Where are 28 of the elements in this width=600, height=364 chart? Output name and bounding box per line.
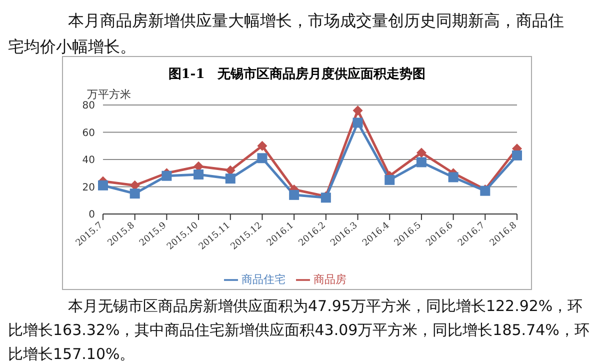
point	[130, 188, 140, 199]
chart-title: 图1-1 无锡市区商品房月度供应面积走势图	[167, 66, 427, 83]
point	[289, 190, 300, 200]
point	[352, 118, 363, 128]
point	[162, 170, 172, 181]
y-tick-label: 20	[82, 182, 95, 194]
legend-label: 商品房	[314, 273, 346, 286]
point	[384, 174, 395, 185]
y-tick-label: 60	[82, 128, 95, 139]
point	[257, 140, 268, 151]
y-tick-label: 0	[88, 210, 95, 221]
point	[512, 150, 522, 160]
point	[352, 105, 363, 116]
text: 本月无锡市区商品房新增供应面积为47.95万平方米，同比增长122.92%，环比增长163.32%，其中商品住宅新增供应面积43.09万平方米，同比增长185.74%，环比增长157.10%。	[8, 296, 590, 364]
point	[225, 174, 236, 184]
y-tick-label: 40	[82, 155, 95, 166]
point	[416, 157, 426, 168]
point	[225, 165, 236, 176]
legend-label: 商品住宅	[242, 273, 286, 286]
text: 本月商品房新增供应量大幅增长，市场成交量创历史同期新高，商品住宅均价小幅增长。	[8, 10, 565, 58]
point	[98, 180, 108, 190]
point	[130, 180, 140, 190]
point	[416, 148, 426, 158]
point	[194, 169, 204, 180]
point	[448, 172, 458, 182]
point	[257, 153, 268, 164]
y-axis-title: 万平方米	[87, 87, 131, 101]
y-tick-label: 80	[82, 100, 95, 112]
